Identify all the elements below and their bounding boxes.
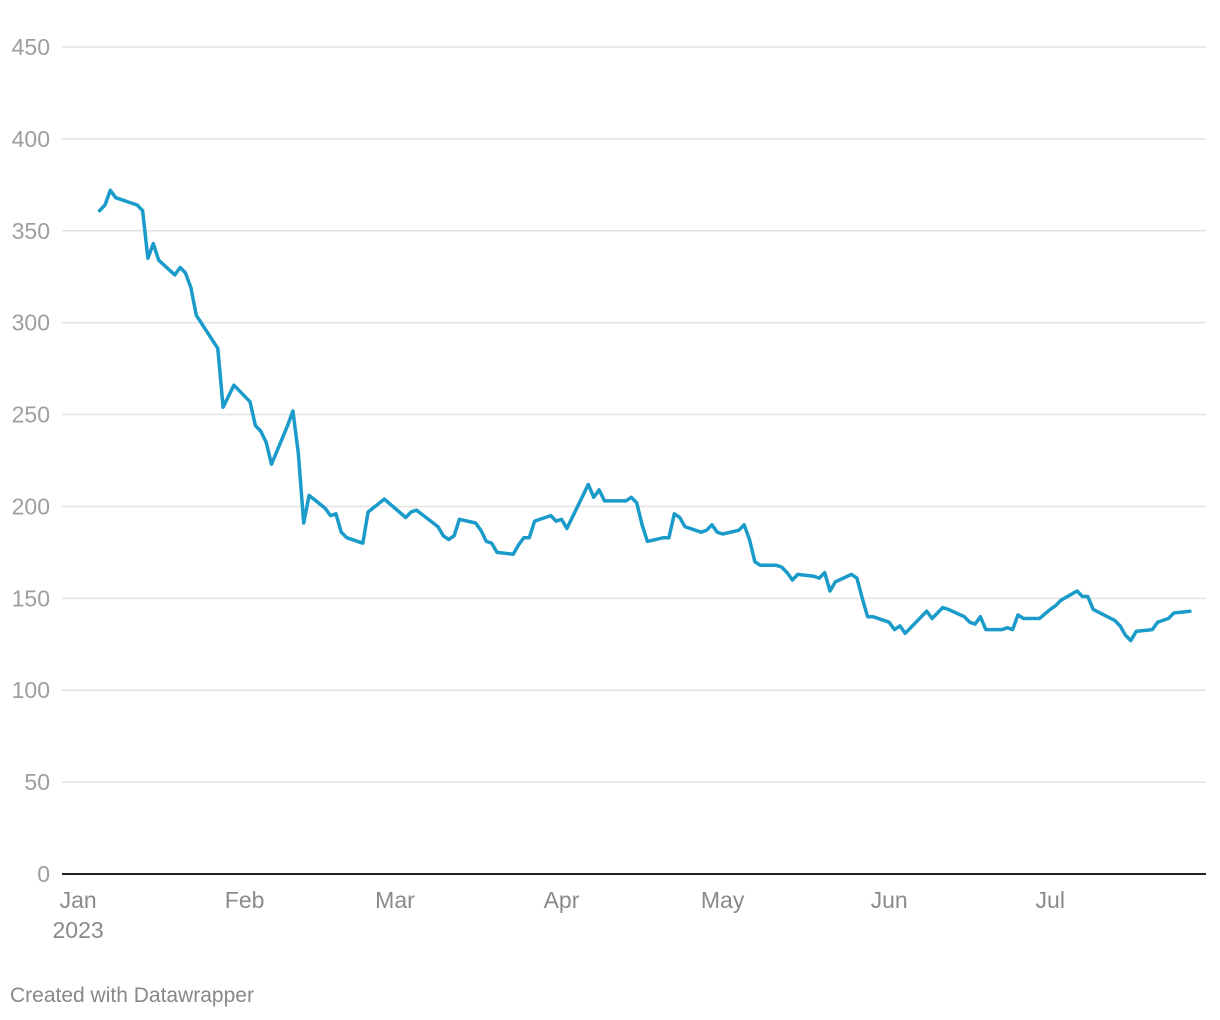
x-tick-label: Jul <box>1036 887 1065 913</box>
x-tick-label: Jun <box>871 887 908 913</box>
x-axis-tick-labels: Jan 2023 Feb Mar Apr May Jun Jul <box>53 887 1065 943</box>
y-tick-label: 400 <box>12 126 50 152</box>
y-tick-label: 450 <box>12 34 50 60</box>
y-tick-label: 300 <box>12 310 50 336</box>
y-tick-label: 0 <box>37 861 50 887</box>
x-tick-label: Jan <box>60 887 97 913</box>
x-tick-label: Apr <box>544 887 580 913</box>
x-tick-label: May <box>701 887 745 913</box>
series <box>97 188 1192 643</box>
gridlines <box>62 46 1206 875</box>
x-tick-label: Mar <box>375 887 415 913</box>
y-tick-label: 150 <box>12 585 50 611</box>
y-tick-label: 50 <box>24 769 50 795</box>
y-tick-label: 200 <box>12 493 50 519</box>
y-tick-label: 100 <box>12 677 50 703</box>
line-chart: 0 50 100 150 200 250 300 350 400 450 Jan 2023 Feb Ma… <box>12 34 1206 943</box>
x-tick-sublabel: 2023 <box>53 917 104 943</box>
y-axis-tick-labels: 0 50 100 150 200 250 300 350 400 450 <box>12 34 50 887</box>
y-tick-label: 250 <box>12 402 50 428</box>
x-tick-label: Feb <box>225 887 265 913</box>
datawrapper-credit: Created with Datawrapper <box>10 984 254 1007</box>
y-tick-label: 350 <box>12 218 50 244</box>
series-line <box>97 188 1192 643</box>
